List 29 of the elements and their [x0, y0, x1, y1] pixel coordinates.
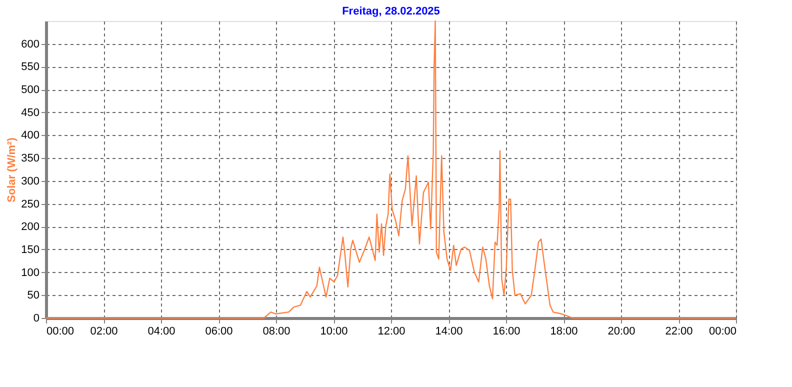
chart-title: Freitag, 28.02.2025: [342, 5, 440, 18]
line-series: [45, 20, 737, 319]
y-tick-label: 200: [21, 221, 40, 234]
x-tick-label: 08:00: [262, 326, 290, 338]
y-tick-label: 600: [21, 38, 40, 50]
y-tick-label: 100: [21, 266, 40, 279]
x-tick-label: 06:00: [205, 326, 233, 338]
x-tick-label: 16:00: [492, 326, 520, 338]
y-tick-label: 0: [33, 312, 40, 324]
y-tick-label: 450: [21, 106, 40, 119]
y-tick-label: 50: [27, 290, 40, 302]
y-tick-label: 400: [21, 130, 40, 142]
y-tick-label: 500: [21, 84, 40, 96]
x-tick-label: 18:00: [550, 326, 578, 338]
x-tick-label: 00:00: [46, 326, 74, 338]
x-tick-label: 20:00: [608, 326, 636, 338]
x-tick-label: 04:00: [148, 326, 176, 338]
x-tick-label: 02:00: [90, 326, 118, 338]
x-tick-label: 00:00: [708, 326, 736, 338]
y-tick-label: 150: [21, 244, 40, 256]
y-tick-label: 250: [21, 198, 40, 210]
y-tick-label: 350: [21, 152, 40, 165]
x-tick-label: 22:00: [665, 326, 693, 338]
x-tick-label: 14:00: [435, 326, 463, 338]
y-tick-label: 300: [21, 175, 40, 188]
y-tick-label: 550: [21, 61, 40, 74]
x-tick-label: 10:00: [320, 326, 348, 338]
y-axis-title: Solar (W/m²): [6, 137, 18, 202]
x-tick-label: 12:00: [378, 326, 406, 338]
